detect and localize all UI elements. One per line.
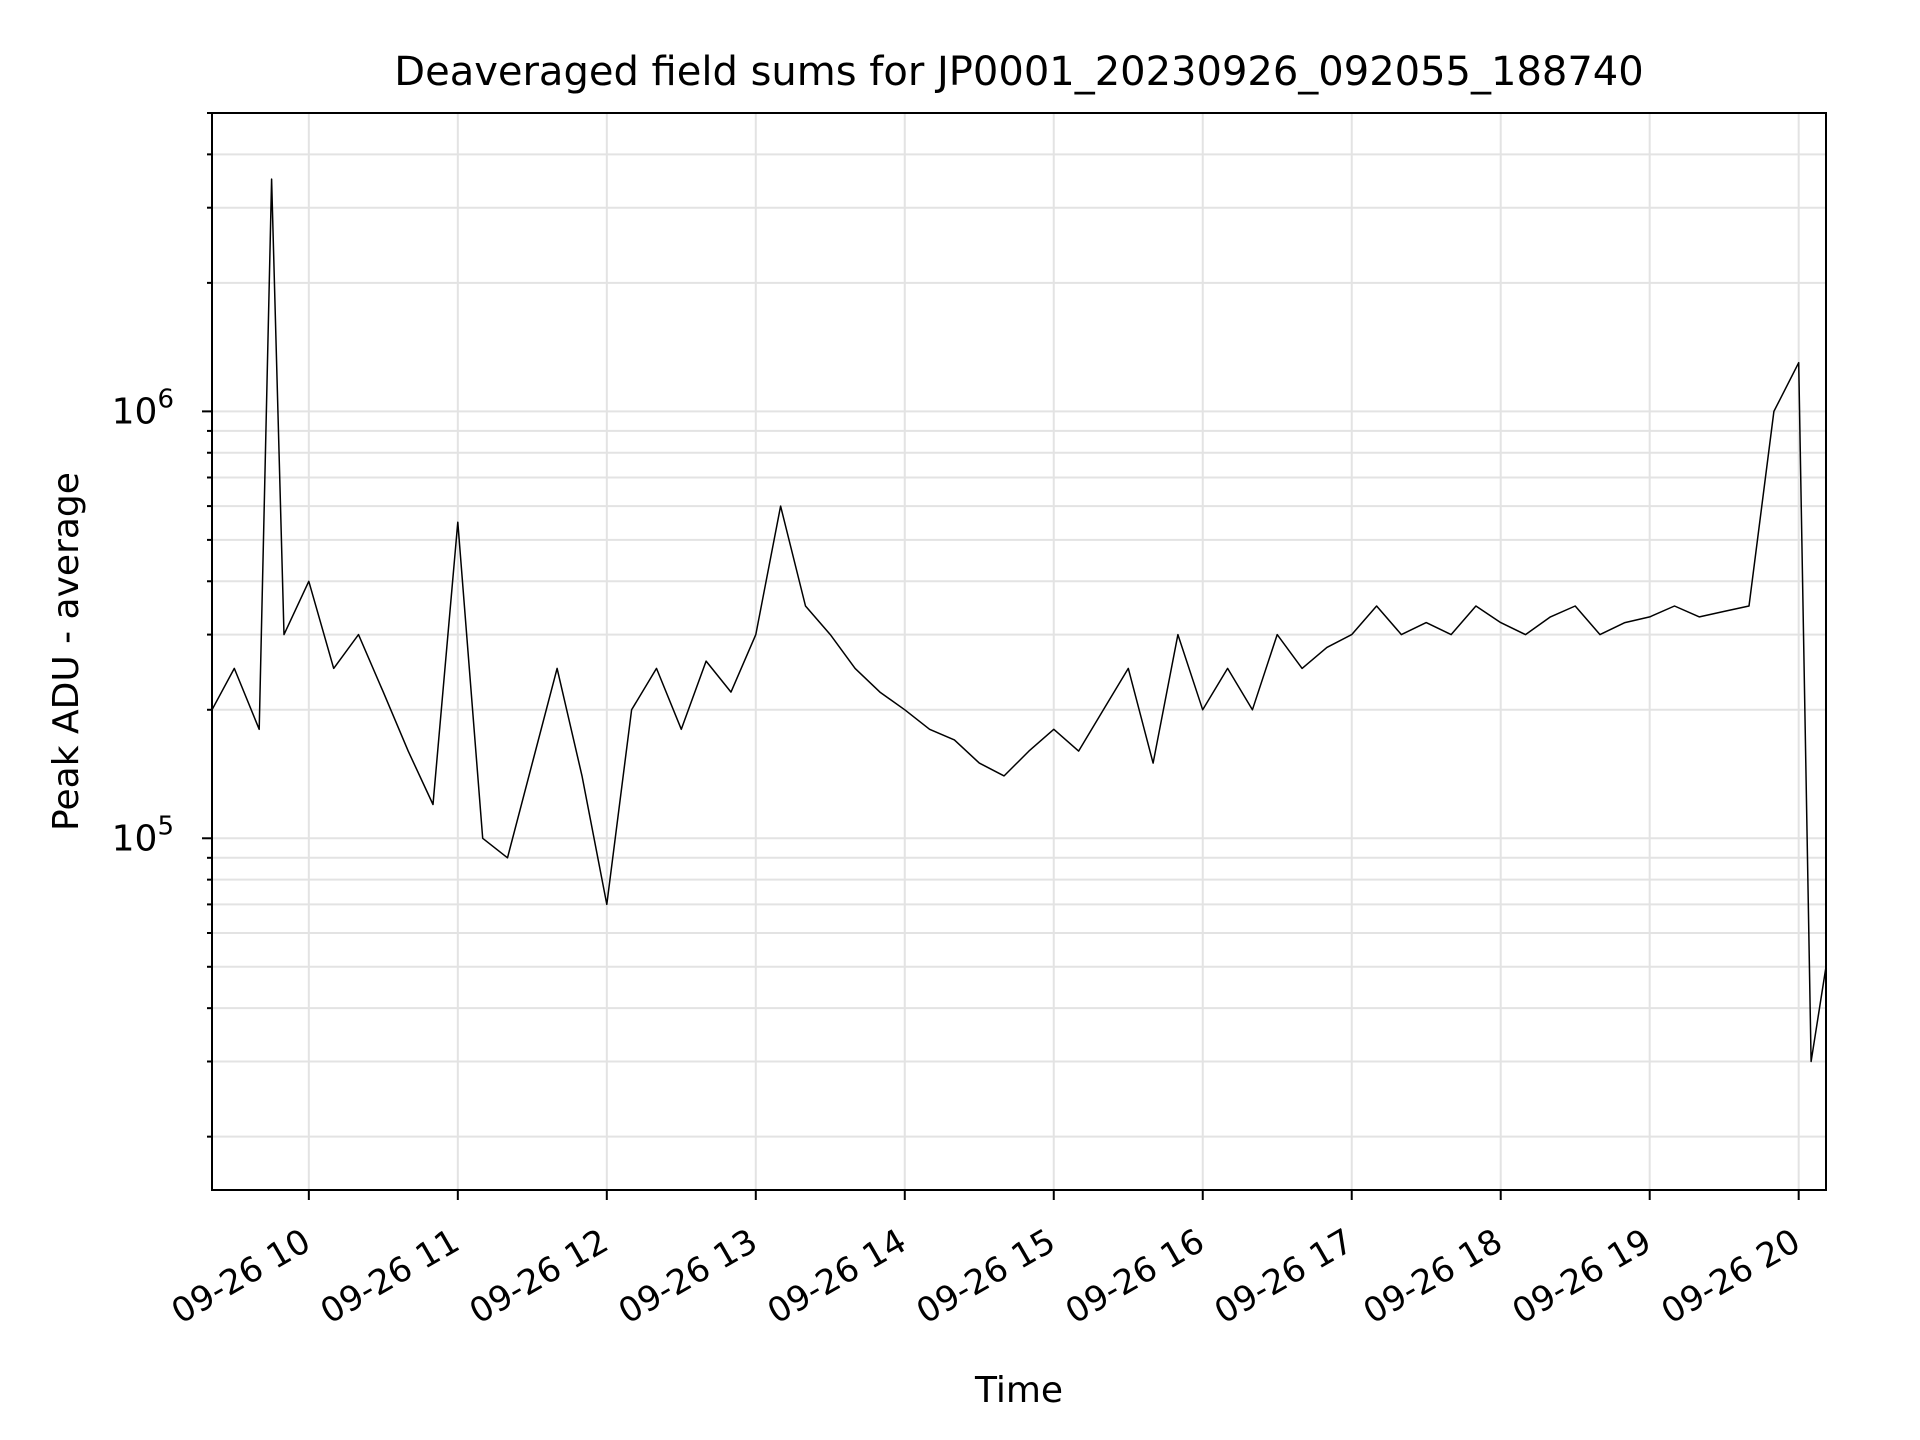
data-series <box>211 178 1827 1063</box>
chart-title: Deaveraged field sums for JP0001_2023092… <box>394 49 1643 95</box>
y-axis-label: Peak ADU - average <box>46 472 87 831</box>
series-line <box>211 178 1827 1063</box>
x-axis-label: Time <box>974 1370 1063 1411</box>
plot-frame <box>211 112 1827 1191</box>
grid <box>212 112 1826 1190</box>
y-tick-label: 106 <box>112 384 174 432</box>
y-tick-label: 105 <box>112 811 174 859</box>
